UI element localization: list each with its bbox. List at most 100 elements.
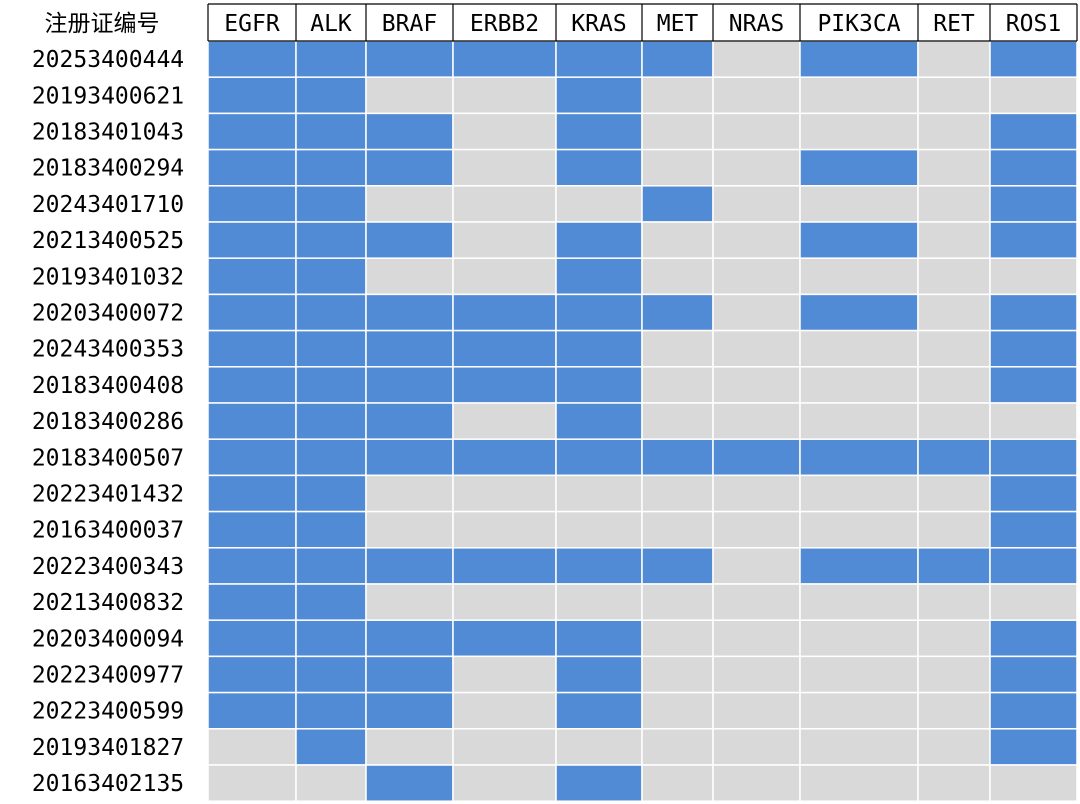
matrix-labels: 注册证编号 EGFR ALK BRAF ERBB2 KRAS MET NRAS PIK3CA R… bbox=[32, 11, 1061, 797]
cell-20163402135-egfr bbox=[207, 764, 297, 802]
cell-20213400525-braf bbox=[365, 221, 454, 259]
cell-20223400599-alk bbox=[295, 691, 367, 730]
cell-20183400286-ret bbox=[917, 402, 991, 440]
cell-20223401432-met bbox=[641, 474, 714, 513]
cell-20203400094-kras bbox=[555, 619, 643, 658]
cell-20223400343-alk bbox=[295, 547, 367, 585]
row-label: 20213400832 bbox=[32, 590, 184, 616]
cell-20183400286-erbb2 bbox=[452, 402, 557, 440]
cell-20163402135-erbb2 bbox=[452, 764, 557, 802]
cell-20203400094-erbb2 bbox=[452, 619, 557, 658]
cell-20223400977-kras bbox=[555, 655, 643, 694]
cell-20203400094-egfr bbox=[207, 619, 297, 658]
cell-20163400037-nras bbox=[712, 510, 801, 549]
cell-20183400294-alk bbox=[295, 148, 367, 187]
cell-20163402135-pik3ca bbox=[799, 764, 919, 802]
cell-20193400621-pik3ca bbox=[799, 76, 919, 115]
cell-20203400072-kras bbox=[555, 293, 643, 332]
cell-20203400072-ret bbox=[917, 293, 991, 332]
cell-20183401043-pik3ca bbox=[799, 112, 919, 151]
cell-20243400353-met bbox=[641, 329, 714, 368]
cell-20183400286-nras bbox=[712, 402, 801, 440]
cell-20193401032-egfr bbox=[207, 257, 297, 296]
cell-20223400343-ret bbox=[917, 547, 991, 585]
cell-20203400094-met bbox=[641, 619, 714, 658]
cell-20223400343-pik3ca bbox=[799, 547, 919, 585]
cell-20223400343-egfr bbox=[207, 547, 297, 585]
cell-20243401710-pik3ca bbox=[799, 185, 919, 223]
cell-20183401043-erbb2 bbox=[452, 112, 557, 151]
cell-20223400343-erbb2 bbox=[452, 547, 557, 585]
cell-20193400621-ret bbox=[917, 76, 991, 115]
column-header-nras: NRAS bbox=[729, 11, 784, 37]
cell-20223401432-ret bbox=[917, 474, 991, 513]
cell-20223401432-ros1 bbox=[989, 474, 1078, 513]
header-grid-lines bbox=[207, 3, 1078, 42]
cell-20243400353-pik3ca bbox=[799, 329, 919, 368]
cell-20253400444-egfr bbox=[207, 40, 297, 78]
cell-20243401710-egfr bbox=[207, 185, 297, 223]
cell-20243401710-ros1 bbox=[989, 185, 1078, 223]
cell-20223401432-pik3ca bbox=[799, 474, 919, 513]
cell-20223401432-nras bbox=[712, 474, 801, 513]
cell-20223401432-erbb2 bbox=[452, 474, 557, 513]
cell-20183401043-braf bbox=[365, 112, 454, 151]
cell-20163402135-met bbox=[641, 764, 714, 802]
cell-20213400832-nras bbox=[712, 583, 801, 621]
cell-20183400507-erbb2 bbox=[452, 438, 557, 477]
cell-20213400832-met bbox=[641, 583, 714, 621]
cell-20203400094-pik3ca bbox=[799, 619, 919, 658]
cell-20203400072-ros1 bbox=[989, 293, 1078, 332]
cell-20243400353-ret bbox=[917, 329, 991, 368]
cell-20193401827-pik3ca bbox=[799, 728, 919, 766]
cell-20223400599-kras bbox=[555, 691, 643, 730]
cell-20193400621-egfr bbox=[207, 76, 297, 115]
cell-20193401032-pik3ca bbox=[799, 257, 919, 296]
cell-20163402135-nras bbox=[712, 764, 801, 802]
cell-20223400977-ret bbox=[917, 655, 991, 694]
row-label: 20243401710 bbox=[32, 192, 184, 218]
cell-20253400444-met bbox=[641, 40, 714, 78]
cell-20163400037-erbb2 bbox=[452, 510, 557, 549]
cell-20183400286-met bbox=[641, 402, 714, 440]
cell-20223400977-alk bbox=[295, 655, 367, 694]
cell-20213400832-braf bbox=[365, 583, 454, 621]
cell-20223401432-alk bbox=[295, 474, 367, 513]
cell-20183400408-egfr bbox=[207, 366, 297, 404]
cell-20223400343-braf bbox=[365, 547, 454, 585]
row-label: 20223401432 bbox=[32, 482, 184, 508]
cell-20193401827-egfr bbox=[207, 728, 297, 766]
cell-20193400621-ros1 bbox=[989, 76, 1078, 115]
cell-20243400353-erbb2 bbox=[452, 329, 557, 368]
cell-20223400977-ros1 bbox=[989, 655, 1078, 694]
cell-20213400525-pik3ca bbox=[799, 221, 919, 259]
row-label: 20183400507 bbox=[32, 445, 184, 471]
cell-20183400408-erbb2 bbox=[452, 366, 557, 404]
cell-20243401710-nras bbox=[712, 185, 801, 223]
cell-20183400408-pik3ca bbox=[799, 366, 919, 404]
column-header-braf: BRAF bbox=[382, 11, 437, 37]
cell-20223401432-braf bbox=[365, 474, 454, 513]
cell-20223400343-ros1 bbox=[989, 547, 1078, 585]
cell-20213400525-met bbox=[641, 221, 714, 259]
cell-20163400037-met bbox=[641, 510, 714, 549]
cell-20213400832-ros1 bbox=[989, 583, 1078, 621]
cell-20213400525-egfr bbox=[207, 221, 297, 259]
cell-20193401032-alk bbox=[295, 257, 367, 296]
cell-20183400507-braf bbox=[365, 438, 454, 477]
cell-20223400599-pik3ca bbox=[799, 691, 919, 730]
cell-20183401043-kras bbox=[555, 112, 643, 151]
cell-20183400294-ros1 bbox=[989, 148, 1078, 187]
row-label: 20193401032 bbox=[32, 264, 184, 290]
cell-20243400353-alk bbox=[295, 329, 367, 368]
cell-20203400072-nras bbox=[712, 293, 801, 332]
cell-20243401710-braf bbox=[365, 185, 454, 223]
cell-20183400286-braf bbox=[365, 402, 454, 440]
cell-20193401827-alk bbox=[295, 728, 367, 766]
cell-20223400977-erbb2 bbox=[452, 655, 557, 694]
cell-20163402135-kras bbox=[555, 764, 643, 802]
cell-20183401043-egfr bbox=[207, 112, 297, 151]
cell-20213400525-alk bbox=[295, 221, 367, 259]
column-header-erbb2: ERBB2 bbox=[470, 11, 539, 37]
cell-20163400037-pik3ca bbox=[799, 510, 919, 549]
